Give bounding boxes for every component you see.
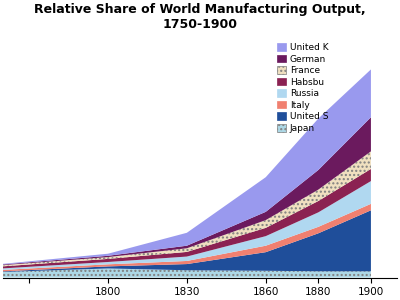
- Title: Relative Share of World Manufacturing Output,
1750-1900: Relative Share of World Manufacturing Ou…: [34, 3, 366, 31]
- Legend: United K, German, France, Habsbu, Russia, Italy, United S, Japan: United K, German, France, Habsbu, Russia…: [276, 41, 330, 135]
